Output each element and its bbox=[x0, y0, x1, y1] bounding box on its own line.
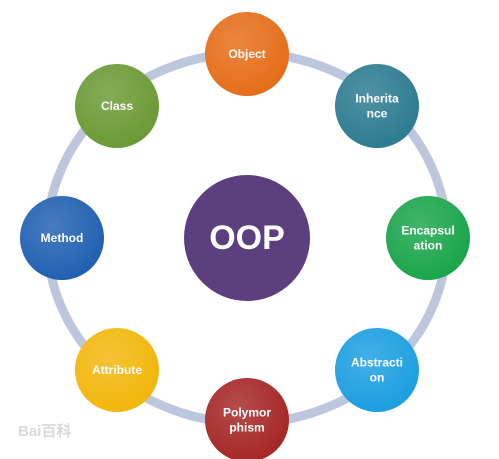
node-highlight-polymorphism bbox=[205, 378, 289, 459]
node-label-abstraction: on bbox=[370, 371, 385, 385]
node-object: Object bbox=[205, 12, 289, 96]
node-label-encapsulation: Encapsul bbox=[401, 224, 454, 238]
node-highlight-abstraction bbox=[335, 328, 419, 412]
node-label-abstraction: Abstracti bbox=[351, 356, 403, 370]
node-class: Class bbox=[75, 64, 159, 148]
node-highlight-encapsulation bbox=[386, 196, 470, 280]
center-circle bbox=[184, 175, 310, 301]
node-label-attribute: Attribute bbox=[92, 363, 142, 377]
node-label-inheritance: Inherita bbox=[355, 92, 399, 106]
node-label-polymorphism: phism bbox=[229, 421, 264, 435]
node-highlight-method bbox=[20, 196, 104, 280]
node-label-polymorphism: Polymor bbox=[223, 406, 271, 420]
node-highlight-class bbox=[75, 64, 159, 148]
watermark-logo: Bai百科 bbox=[18, 423, 72, 440]
node-attribute: Attribute bbox=[75, 328, 159, 412]
node-label-inheritance: nce bbox=[367, 107, 388, 121]
node-label-method: Method bbox=[41, 231, 84, 245]
node-highlight-object bbox=[205, 12, 289, 96]
center-node: OOP bbox=[184, 175, 310, 301]
node-label-class: Class bbox=[101, 99, 133, 113]
node-label-object: Object bbox=[228, 47, 265, 61]
center-label: OOP bbox=[209, 219, 285, 257]
node-highlight-inheritance bbox=[335, 64, 419, 148]
node-highlight-attribute bbox=[75, 328, 159, 412]
node-label-encapsulation: ation bbox=[414, 239, 443, 253]
node-method: Method bbox=[20, 196, 104, 280]
